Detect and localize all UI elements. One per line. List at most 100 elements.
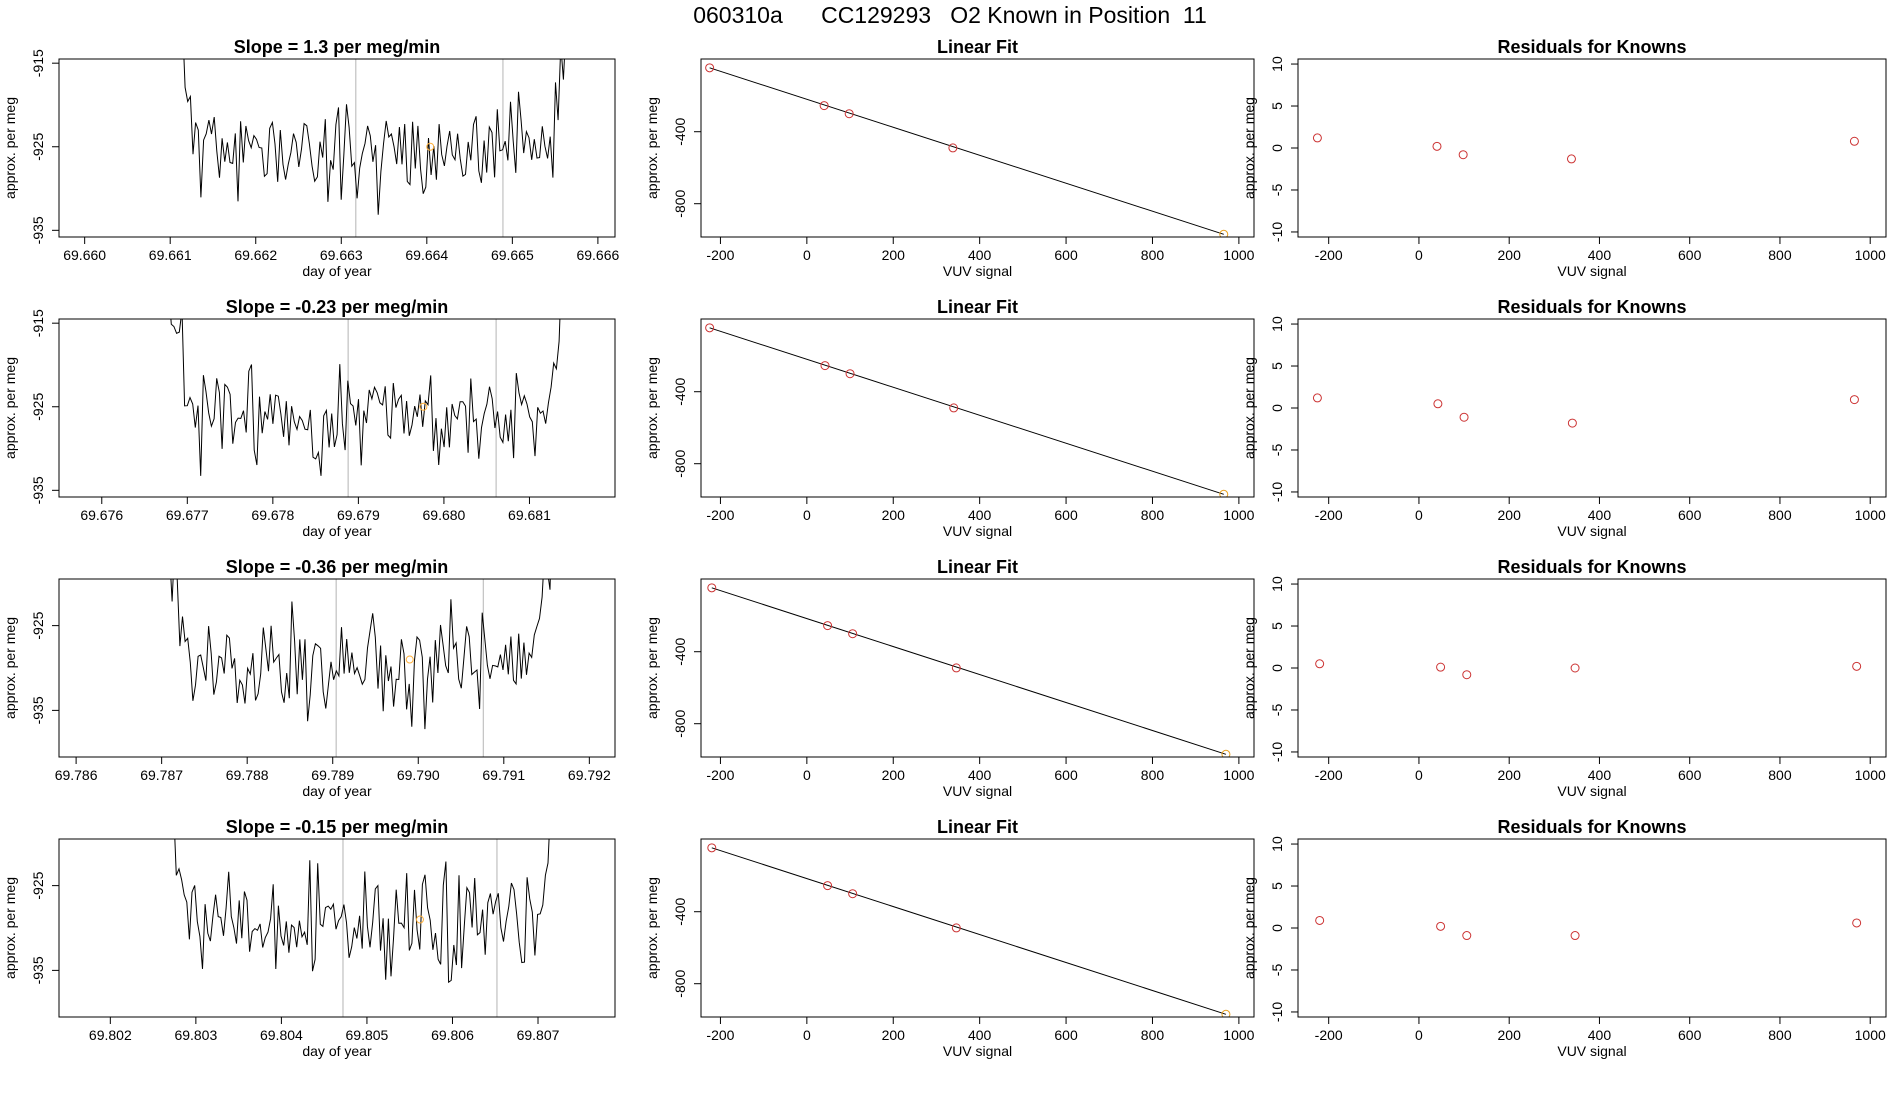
residuals-row-2-point	[1312, 393, 1322, 403]
timeseries-row-1-ytick-label: -935	[30, 216, 46, 244]
residuals-row-2-point	[1459, 412, 1469, 422]
residuals-row-4-title: Residuals for Knowns	[1497, 817, 1686, 837]
timeseries-row-4-ytick-label: -935	[30, 956, 46, 984]
timeseries-row-2-frame	[58, 318, 616, 498]
fit-row-3-xlabel: VUV signal	[943, 783, 1012, 799]
timeseries-row-3-xtick-label: 69.790	[397, 767, 440, 783]
timeseries-row-1-plot-area	[183, 59, 565, 237]
residuals-row-4-ytick-label: 0	[1269, 924, 1285, 932]
timeseries-row-3-xtick-label: 69.789	[311, 767, 354, 783]
timeseries-row-4-xtick-label: 69.804	[260, 1027, 303, 1043]
residuals-row-1-ylabel: approx. per meg	[1241, 97, 1257, 199]
residuals-row-3-xtick-label: 200	[1498, 767, 1522, 783]
residuals-row-2-ylabel: approx. per meg	[1241, 357, 1257, 459]
residuals-row-1-title: Residuals for Knowns	[1497, 37, 1686, 57]
timeseries-row-3-xtick-label: 69.792	[568, 767, 611, 783]
residuals-row-1-frame	[1297, 58, 1887, 238]
timeseries-row-1-xlabel: day of year	[302, 263, 372, 279]
residuals-row-2-ytick-label: -5	[1269, 444, 1285, 457]
residuals-row-4-ytick-label: -5	[1269, 964, 1285, 977]
timeseries-row-4-panel: Slope = -0.15 per meg/min 69.802 69.803 69.…	[2, 817, 616, 1059]
fit-row-1-point	[844, 109, 854, 119]
residuals-row-4-xtick-label: 0	[1415, 1027, 1423, 1043]
timeseries-row-2-trace	[170, 319, 561, 476]
fit-row-4-ytick-label: -400	[672, 897, 688, 925]
residuals-row-1-ytick-label: -10	[1269, 222, 1285, 242]
fit-row-3-ytick-label: -400	[672, 637, 688, 665]
residuals-row-3-point	[1852, 661, 1862, 671]
timeseries-row-1-trace	[183, 59, 565, 215]
residuals-row-4-xlabel: VUV signal	[1557, 1043, 1626, 1059]
fit-row-2-fit-line	[709, 327, 1224, 495]
fit-row-3-ytick-label: -800	[672, 709, 688, 737]
fit-row-4-point	[823, 881, 833, 891]
fit-row-1-title: Linear Fit	[937, 37, 1018, 57]
timeseries-row-3-ylabel: approx. per meg	[2, 617, 18, 719]
residuals-row-3-xtick-label: -200	[1315, 767, 1343, 783]
fit-row-2-panel: Linear Fit -200 0 200 400 600 800 1000 VUV signa…	[644, 297, 1255, 539]
timeseries-row-1-xtick-label: 69.662	[234, 247, 277, 263]
fit-row-4-panel: Linear Fit -200 0 200 400 600 800 1000 VUV signa…	[644, 817, 1255, 1059]
residuals-row-4-xtick-label: 400	[1588, 1027, 1612, 1043]
residuals-row-4-panel: Residuals for Knowns-200 0 200 400 600 800 100…	[1241, 817, 1887, 1059]
residuals-row-3-point	[1315, 659, 1325, 669]
residuals-row-1-point	[1566, 154, 1576, 164]
fit-row-4-xtick-label: 800	[1141, 1027, 1165, 1043]
fit-row-3-fit-line	[711, 587, 1227, 755]
timeseries-row-3-xtick-label: 69.787	[140, 767, 183, 783]
residuals-row-2-plot-area	[1312, 393, 1859, 428]
fit-row-4-xtick-label: -200	[706, 1027, 734, 1043]
fit-row-2-point	[820, 361, 830, 371]
timeseries-row-2-xlabel: day of year	[302, 523, 372, 539]
timeseries-row-2-plot-area	[170, 319, 561, 497]
residuals-row-1-ytick-label: 0	[1269, 144, 1285, 152]
residuals-row-2-ytick-label: 0	[1269, 404, 1285, 412]
timeseries-row-4-trace	[174, 839, 554, 984]
fit-row-3-ylabel: approx. per meg	[644, 617, 660, 719]
residuals-row-1-xtick-label: 800	[1768, 247, 1792, 263]
fit-row-1-xtick-label: -200	[706, 247, 734, 263]
fit-row-3-panel: Linear Fit -200 0 200 400 600 800 1000 VUV signa…	[644, 557, 1255, 799]
fit-row-4-point	[707, 843, 717, 853]
timeseries-row-3-trace	[170, 579, 551, 730]
residuals-row-3-ytick-label: -10	[1269, 742, 1285, 762]
timeseries-row-2-highlight-point	[419, 402, 428, 411]
fit-row-1-fit-line	[709, 67, 1224, 235]
fit-row-4-xtick-label: 400	[968, 1027, 992, 1043]
timeseries-row-2-ytick-label: -915	[30, 309, 46, 337]
timeseries-row-1-xtick-label: 69.661	[149, 247, 192, 263]
fit-row-1-xtick-label: 800	[1141, 247, 1165, 263]
residuals-row-4-ytick-label: 5	[1269, 882, 1285, 890]
residuals-row-2-panel: Residuals for Knowns-200 0 200 400 600 800 100…	[1241, 297, 1887, 539]
residuals-row-4-xtick-label: -200	[1315, 1027, 1343, 1043]
fit-row-3-xtick-label: 800	[1141, 767, 1165, 783]
residuals-row-2-ytick-label: 10	[1269, 316, 1285, 332]
residuals-row-2-ytick-label: -10	[1269, 482, 1285, 502]
fit-row-1-panel: Linear Fit -200 0 200 400 600 800 1000 VUV signa…	[644, 37, 1255, 279]
residuals-row-4-xtick-label: 200	[1498, 1027, 1522, 1043]
fit-row-2-xtick-label: 800	[1141, 507, 1165, 523]
timeseries-row-3-frame	[58, 578, 616, 758]
timeseries-row-4-ylabel: approx. per meg	[2, 877, 18, 979]
fit-row-3-point	[1221, 749, 1231, 757]
fit-row-2-title: Linear Fit	[937, 297, 1018, 317]
residuals-row-1-plot-area	[1312, 133, 1859, 164]
timeseries-row-4-xtick-label: 69.806	[431, 1027, 474, 1043]
timeseries-row-3-ytick-label: -925	[30, 611, 46, 639]
fit-row-2-frame	[700, 318, 1255, 498]
fit-row-2-ytick-label: -800	[672, 449, 688, 477]
residuals-row-2-xtick-label: 800	[1768, 507, 1792, 523]
fit-row-2-xtick-label: 200	[882, 507, 906, 523]
residuals-row-1-xtick-label: 200	[1498, 247, 1522, 263]
timeseries-row-1-ylabel: approx. per meg	[2, 97, 18, 199]
fit-row-2-plot-area	[705, 323, 1229, 497]
timeseries-row-3-xtick-label: 69.788	[226, 767, 269, 783]
residuals-row-1-ytick-label: 5	[1269, 102, 1285, 110]
residuals-row-4-ylabel: approx. per meg	[1241, 877, 1257, 979]
residuals-row-4-point	[1436, 921, 1446, 931]
fit-row-3-title: Linear Fit	[937, 557, 1018, 577]
fit-row-1-point	[948, 143, 958, 153]
fit-row-3-point	[848, 629, 858, 639]
residuals-row-4-xtick-label: 1000	[1855, 1027, 1886, 1043]
residuals-row-4-point	[1570, 931, 1580, 941]
